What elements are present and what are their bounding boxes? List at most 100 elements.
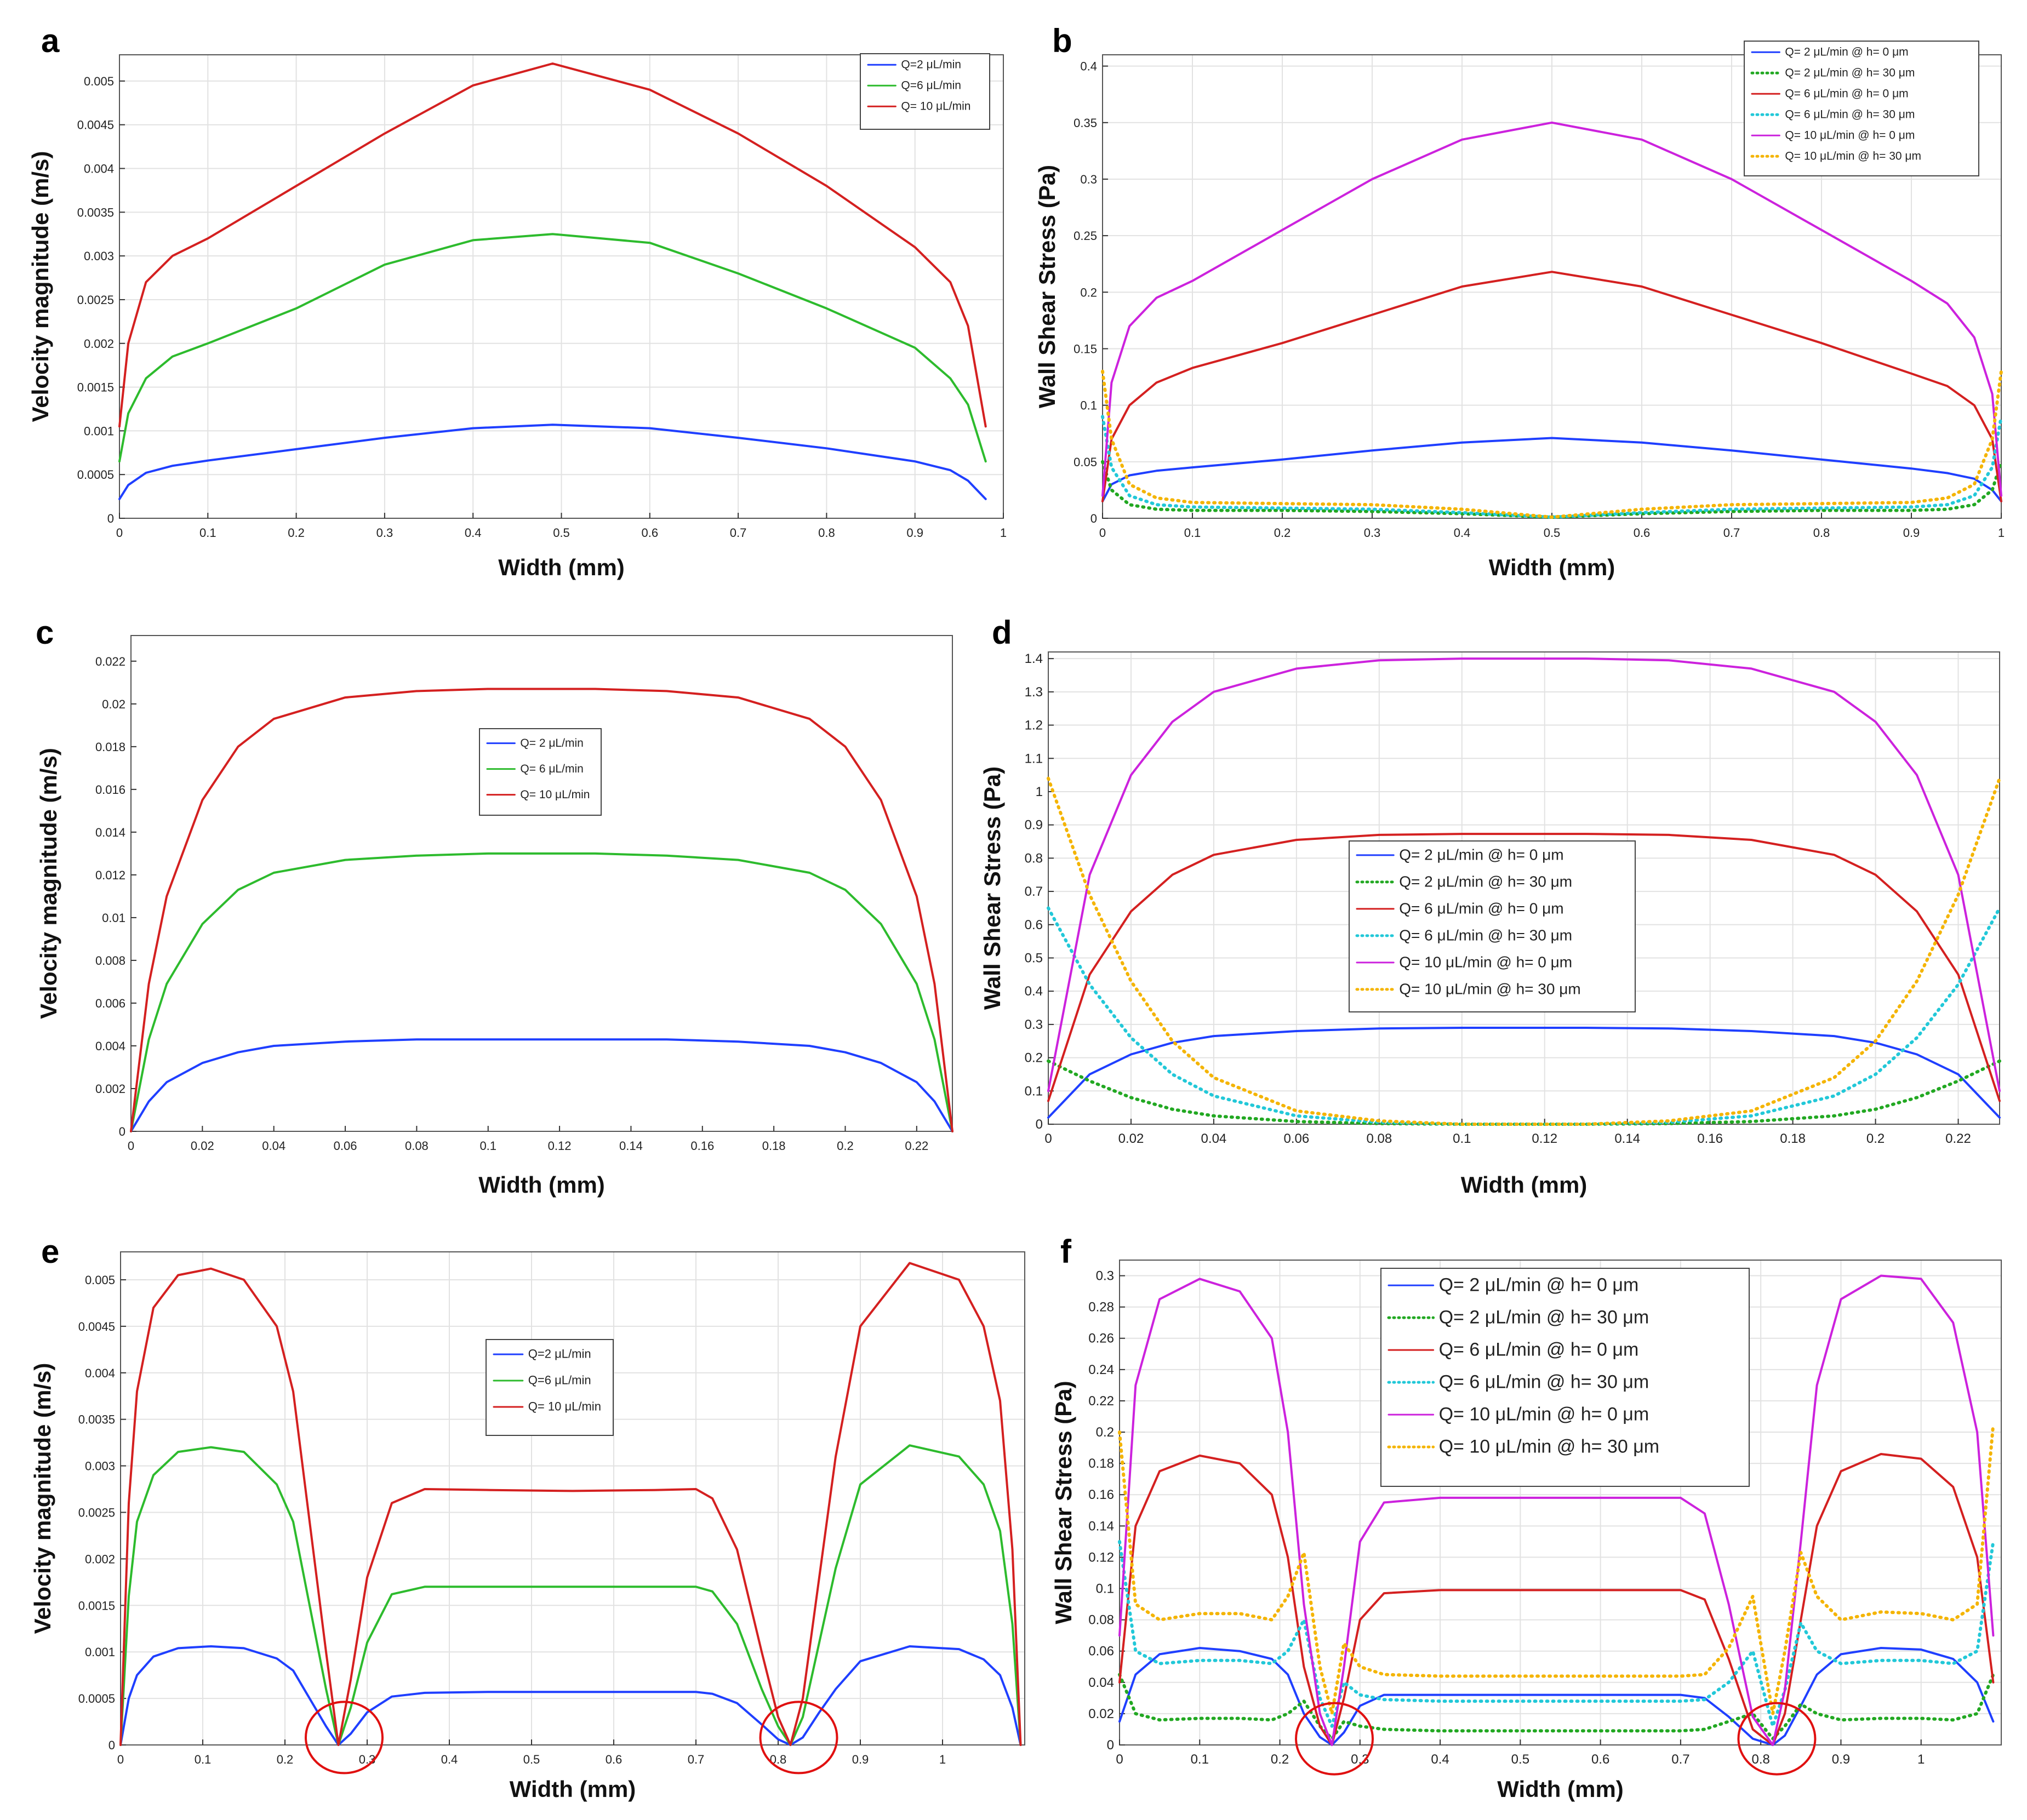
y-tick-label: 1.1 [1025, 751, 1043, 766]
y-tick-label: 0.2 [1025, 1051, 1043, 1066]
x-tick-label: 0.8 [1751, 1752, 1769, 1767]
x-tick-label: 0.1 [195, 1753, 212, 1766]
x-tick-label: 0 [1099, 526, 1106, 540]
plot-frame [120, 1251, 1025, 1745]
y-tick-label: 0.15 [1074, 342, 1097, 356]
y-tick-label: 0.002 [95, 1082, 125, 1096]
y-tick-label: 0.002 [85, 1552, 115, 1566]
legend-label: Q=2 μL/min [901, 59, 961, 71]
y-tick-label: 0.0045 [77, 118, 114, 132]
y-tick-label: 0.4 [1025, 984, 1043, 999]
legend-label: Q= 10 μL/min [528, 1400, 601, 1413]
x-axis-title: Width (mm) [1461, 1172, 1588, 1198]
y-tick-label: 0.1 [1080, 399, 1097, 413]
y-tick-label: 0.05 [1074, 455, 1097, 469]
x-tick-label: 1 [1998, 526, 2005, 540]
y-tick-label: 0.004 [85, 1366, 115, 1380]
y-tick-label: 0.2 [1096, 1425, 1114, 1440]
legend-label: Q= 2 μL/min @ h= 0 μm [1439, 1274, 1639, 1295]
y-tick-label: 0.04 [1088, 1675, 1114, 1690]
y-tick-label: 0.2 [1080, 285, 1097, 299]
x-tick-label: 0.02 [1118, 1131, 1144, 1146]
x-tick-label: 0.08 [405, 1139, 429, 1153]
y-tick-label: 0.003 [85, 1460, 115, 1473]
series-line-0 [1101, 437, 2002, 502]
series-line-0 [118, 423, 987, 500]
y-axis-title: Wall Shear Stress (Pa) [1034, 165, 1060, 408]
x-axis-title: Width (mm) [478, 1172, 605, 1198]
panel-label: b [1052, 22, 1072, 59]
y-tick-label: 0.14 [1088, 1519, 1114, 1533]
y-tick-label: 1 [1036, 785, 1043, 799]
legend-box [1349, 840, 1636, 1012]
x-tick-label: 0 [1044, 1131, 1052, 1146]
y-tick-label: 0.12 [1088, 1550, 1114, 1565]
x-tick-label: 0.3 [1364, 526, 1381, 540]
series-line-0 [119, 1645, 1022, 1746]
x-tick-label: 0.6 [606, 1753, 623, 1766]
x-tick-label: 1 [939, 1753, 946, 1766]
x-tick-label: 0.1 [1453, 1131, 1471, 1146]
y-tick-label: 0.006 [95, 997, 125, 1010]
x-tick-label: 0.9 [906, 526, 923, 540]
x-axis-title: Width (mm) [1489, 554, 1615, 580]
x-tick-label: 0 [116, 526, 123, 540]
x-tick-label: 0.4 [1431, 1752, 1449, 1767]
x-tick-label: 0.7 [730, 526, 747, 540]
x-tick-label: 0.22 [1945, 1131, 1971, 1146]
y-tick-label: 0.008 [95, 954, 125, 968]
series-line-1 [130, 852, 953, 1132]
y-tick-label: 0.3 [1080, 173, 1097, 186]
series-line-4 [1118, 1274, 1995, 1746]
legend-label: Q=2 μL/min [528, 1347, 591, 1361]
chart-panel-d: 0 0.02 0.04 0.06 0.08 0.1 0.12 0.14 0.16 0.18 0.2 0… [979, 614, 2001, 1198]
panel-label: c [36, 614, 54, 651]
y-tick-label: 0.7 [1025, 884, 1043, 899]
series-line-2 [119, 1262, 1022, 1746]
x-tick-label: 0.7 [688, 1753, 705, 1766]
legend-label: Q= 10 μL/min @ h= 30 μm [1785, 150, 1921, 163]
y-axis-title: Velocity magnitude (m/s) [30, 1363, 55, 1634]
legend-box [1380, 1268, 1750, 1487]
y-tick-label: 0.3 [1096, 1269, 1114, 1284]
y-tick-label: 0.001 [85, 1645, 115, 1659]
x-tick-label: 0.2 [277, 1753, 294, 1766]
y-tick-label: 0.25 [1074, 229, 1097, 243]
legend-label: Q= 6 μL/min @ h= 30 μm [1785, 108, 1915, 121]
x-tick-label: 0.5 [553, 526, 570, 540]
x-tick-label: 0.6 [1591, 1752, 1609, 1767]
y-tick-label: 0.18 [1088, 1456, 1114, 1471]
x-tick-label: 0.16 [690, 1139, 714, 1153]
x-tick-label: 0.5 [1511, 1752, 1529, 1767]
y-tick-label: 0.016 [95, 783, 125, 797]
y-tick-label: 1.2 [1025, 718, 1043, 733]
x-tick-label: 0.5 [1544, 526, 1561, 540]
legend-label: Q=6 μL/min [901, 79, 961, 92]
chart-panel-b: 0 0.1 0.2 0.3 0.4 0.5 0.6 0.7 0.8 0.9 1 0 0.05 0.1 0.1… [1034, 22, 2005, 580]
x-tick-label: 0.2 [837, 1139, 854, 1153]
legend-label: Q= 2 μL/min @ h= 30 μm [1399, 873, 1572, 890]
x-axis-title: Width (mm) [1497, 1776, 1624, 1802]
y-tick-label: 0.16 [1088, 1487, 1114, 1502]
y-tick-label: 0.8 [1025, 851, 1043, 866]
series-line-2 [1118, 1453, 1995, 1746]
legend-label: Q= 10 μL/min @ h= 0 μm [1399, 953, 1572, 970]
legend-label: Q= 10 μL/min @ h= 30 μm [1399, 980, 1581, 997]
y-tick-label: 0.018 [95, 740, 125, 754]
chart-panel-e: 0 0.1 0.2 0.3 0.4 0.5 0.6 0.7 0.8 0.9 100.00050.00… [30, 1233, 1025, 1802]
y-tick-label: 0.06 [1088, 1644, 1114, 1659]
legend-label: Q= 2 μL/min @ h= 30 μm [1785, 67, 1915, 79]
series-line-0 [1118, 1647, 1995, 1746]
chart-panel-f: 0 0.1 0.2 0.3 0.4 0.5 0.6 0.7 0.8 0.9 1 0 0.02 0.04 0.… [1050, 1233, 2002, 1802]
x-tick-label: 0.1 [1184, 526, 1201, 540]
x-tick-label: 0.16 [1697, 1131, 1723, 1146]
x-tick-label: 0.06 [1284, 1131, 1310, 1146]
legend-box [486, 1339, 614, 1436]
x-tick-label: 0.6 [642, 526, 659, 540]
legend-label: Q= 6 μL/min @ h= 0 μm [1785, 88, 1908, 100]
y-tick-label: 0.6 [1025, 918, 1043, 932]
y-tick-label: 0.0045 [78, 1320, 115, 1333]
y-tick-label: 0.005 [84, 75, 114, 88]
x-tick-label: 0 [1116, 1752, 1123, 1767]
x-tick-label: 0.9 [1832, 1752, 1850, 1767]
